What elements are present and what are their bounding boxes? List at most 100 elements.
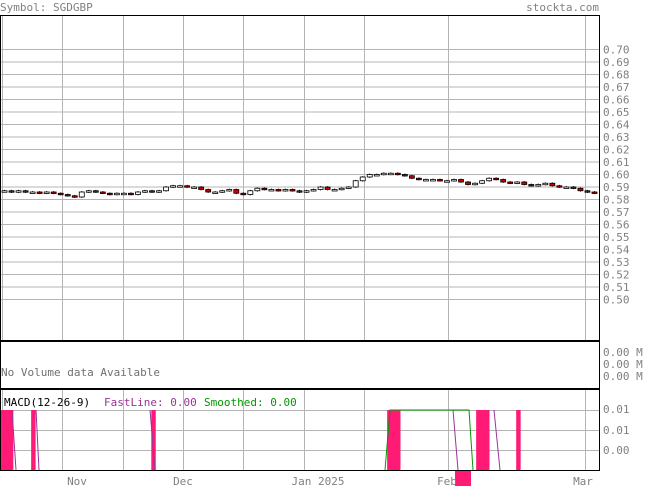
price-grid xyxy=(0,15,599,340)
candle-body xyxy=(205,189,212,193)
candle-body xyxy=(212,191,219,194)
date-tick-label: Feb xyxy=(437,475,457,486)
candle-body xyxy=(8,190,15,193)
panel-frame xyxy=(0,389,600,471)
candle-body xyxy=(493,177,500,181)
candle-body xyxy=(472,182,478,186)
macd-smoothed-label: Smoothed: 0.00 xyxy=(204,396,297,409)
brand-label[interactable]: stockta.com xyxy=(526,1,599,14)
candle-body xyxy=(282,189,289,192)
candle-body xyxy=(465,181,471,185)
panel-frames xyxy=(0,15,600,471)
macd-bar xyxy=(387,410,401,470)
macd-axis: 0.01 0.01 0.00 xyxy=(603,403,630,457)
candle-body xyxy=(535,184,542,187)
price-tick-label: 0.69 xyxy=(603,56,630,69)
candle-body xyxy=(289,189,296,192)
macd-fastline xyxy=(452,409,459,471)
volume-axis-label: 0.00 M xyxy=(603,346,643,359)
price-tick-label: 0.57 xyxy=(603,206,630,219)
macd-bar xyxy=(455,470,471,486)
candle-body xyxy=(233,189,240,194)
price-tick-label: 0.65 xyxy=(603,106,630,119)
candle-body xyxy=(226,189,233,192)
candle-body xyxy=(1,190,8,193)
candle-body xyxy=(163,186,169,192)
candle-body xyxy=(423,179,429,182)
panel-frame xyxy=(0,15,600,341)
candle-body xyxy=(247,190,254,195)
candle-body xyxy=(577,187,584,192)
candle-body xyxy=(135,191,141,195)
candle-body xyxy=(310,189,317,192)
candle-body xyxy=(380,172,387,176)
no-volume-message: No Volume data Available xyxy=(1,366,160,379)
macd-title: MACD(12-26-9) xyxy=(4,396,90,409)
macd-bar xyxy=(476,410,490,470)
candle-body xyxy=(479,180,486,184)
macd-axis-label: 0.00 xyxy=(603,444,630,457)
candle-body xyxy=(458,179,464,183)
candle-body xyxy=(254,187,261,192)
candle-body xyxy=(338,187,345,191)
candle-body xyxy=(303,190,310,193)
candle-body xyxy=(268,189,275,192)
date-tick-label: Jan 2025 xyxy=(292,475,345,486)
candle-body xyxy=(261,187,268,191)
candle-body xyxy=(99,191,106,194)
candle-body xyxy=(324,186,331,190)
price-tick-label: 0.58 xyxy=(603,194,630,207)
macd-bar xyxy=(31,410,36,470)
candle-body xyxy=(331,189,338,192)
candle-body xyxy=(514,181,521,184)
candle-body xyxy=(394,172,401,176)
date-axis: Nov Dec Jan 2025 Feb Mar xyxy=(67,475,593,486)
candle-body xyxy=(401,174,408,177)
candle-body xyxy=(43,191,50,194)
macd-axis-label: 0.01 xyxy=(603,424,630,437)
candle-body xyxy=(451,179,457,182)
price-candles xyxy=(1,172,598,198)
macd-bar xyxy=(0,410,14,470)
candle-body xyxy=(563,186,570,189)
price-axis: 0.700.690.680.670.660.650.640.630.620.61… xyxy=(603,44,630,307)
candle-body xyxy=(570,186,577,189)
candle-body xyxy=(296,190,303,193)
candle-body xyxy=(184,185,191,188)
candle-body xyxy=(36,191,43,194)
candle-body xyxy=(149,190,155,193)
symbol-label: Symbol: SGDGBP xyxy=(0,1,93,14)
candle-body xyxy=(408,175,415,179)
candle-body xyxy=(352,180,359,188)
macd-fastline xyxy=(493,409,501,471)
candle-body xyxy=(507,181,514,184)
price-tick-label: 0.63 xyxy=(603,131,630,144)
macd-smoothed-line xyxy=(384,409,474,471)
macd-fastline-label: FastLine: 0.00 xyxy=(104,396,197,409)
price-tick-label: 0.59 xyxy=(603,181,630,194)
date-tick-label: Nov xyxy=(67,475,87,486)
candle-body xyxy=(198,186,205,190)
candle-body xyxy=(387,172,394,176)
macd-fastline xyxy=(11,409,17,471)
price-tick-label: 0.52 xyxy=(603,269,630,282)
candle-body xyxy=(528,184,535,187)
candle-body xyxy=(71,195,78,198)
price-tick-label: 0.50 xyxy=(603,294,630,307)
volume-axis-label: 0.00 M xyxy=(603,370,643,383)
date-tick-label: Dec xyxy=(173,475,193,486)
price-tick-label: 0.70 xyxy=(603,44,630,57)
price-tick-label: 0.64 xyxy=(603,119,630,132)
candle-body xyxy=(437,179,443,182)
candle-body xyxy=(549,182,556,187)
candle-body xyxy=(373,174,380,177)
candle-body xyxy=(556,185,563,188)
date-tick-label: Mar xyxy=(573,475,593,486)
candle-body xyxy=(64,194,71,197)
candle-body xyxy=(113,192,120,196)
candle-body xyxy=(317,186,324,190)
price-tick-label: 0.53 xyxy=(603,256,630,269)
candle-body xyxy=(500,179,507,183)
price-tick-label: 0.61 xyxy=(603,156,630,169)
